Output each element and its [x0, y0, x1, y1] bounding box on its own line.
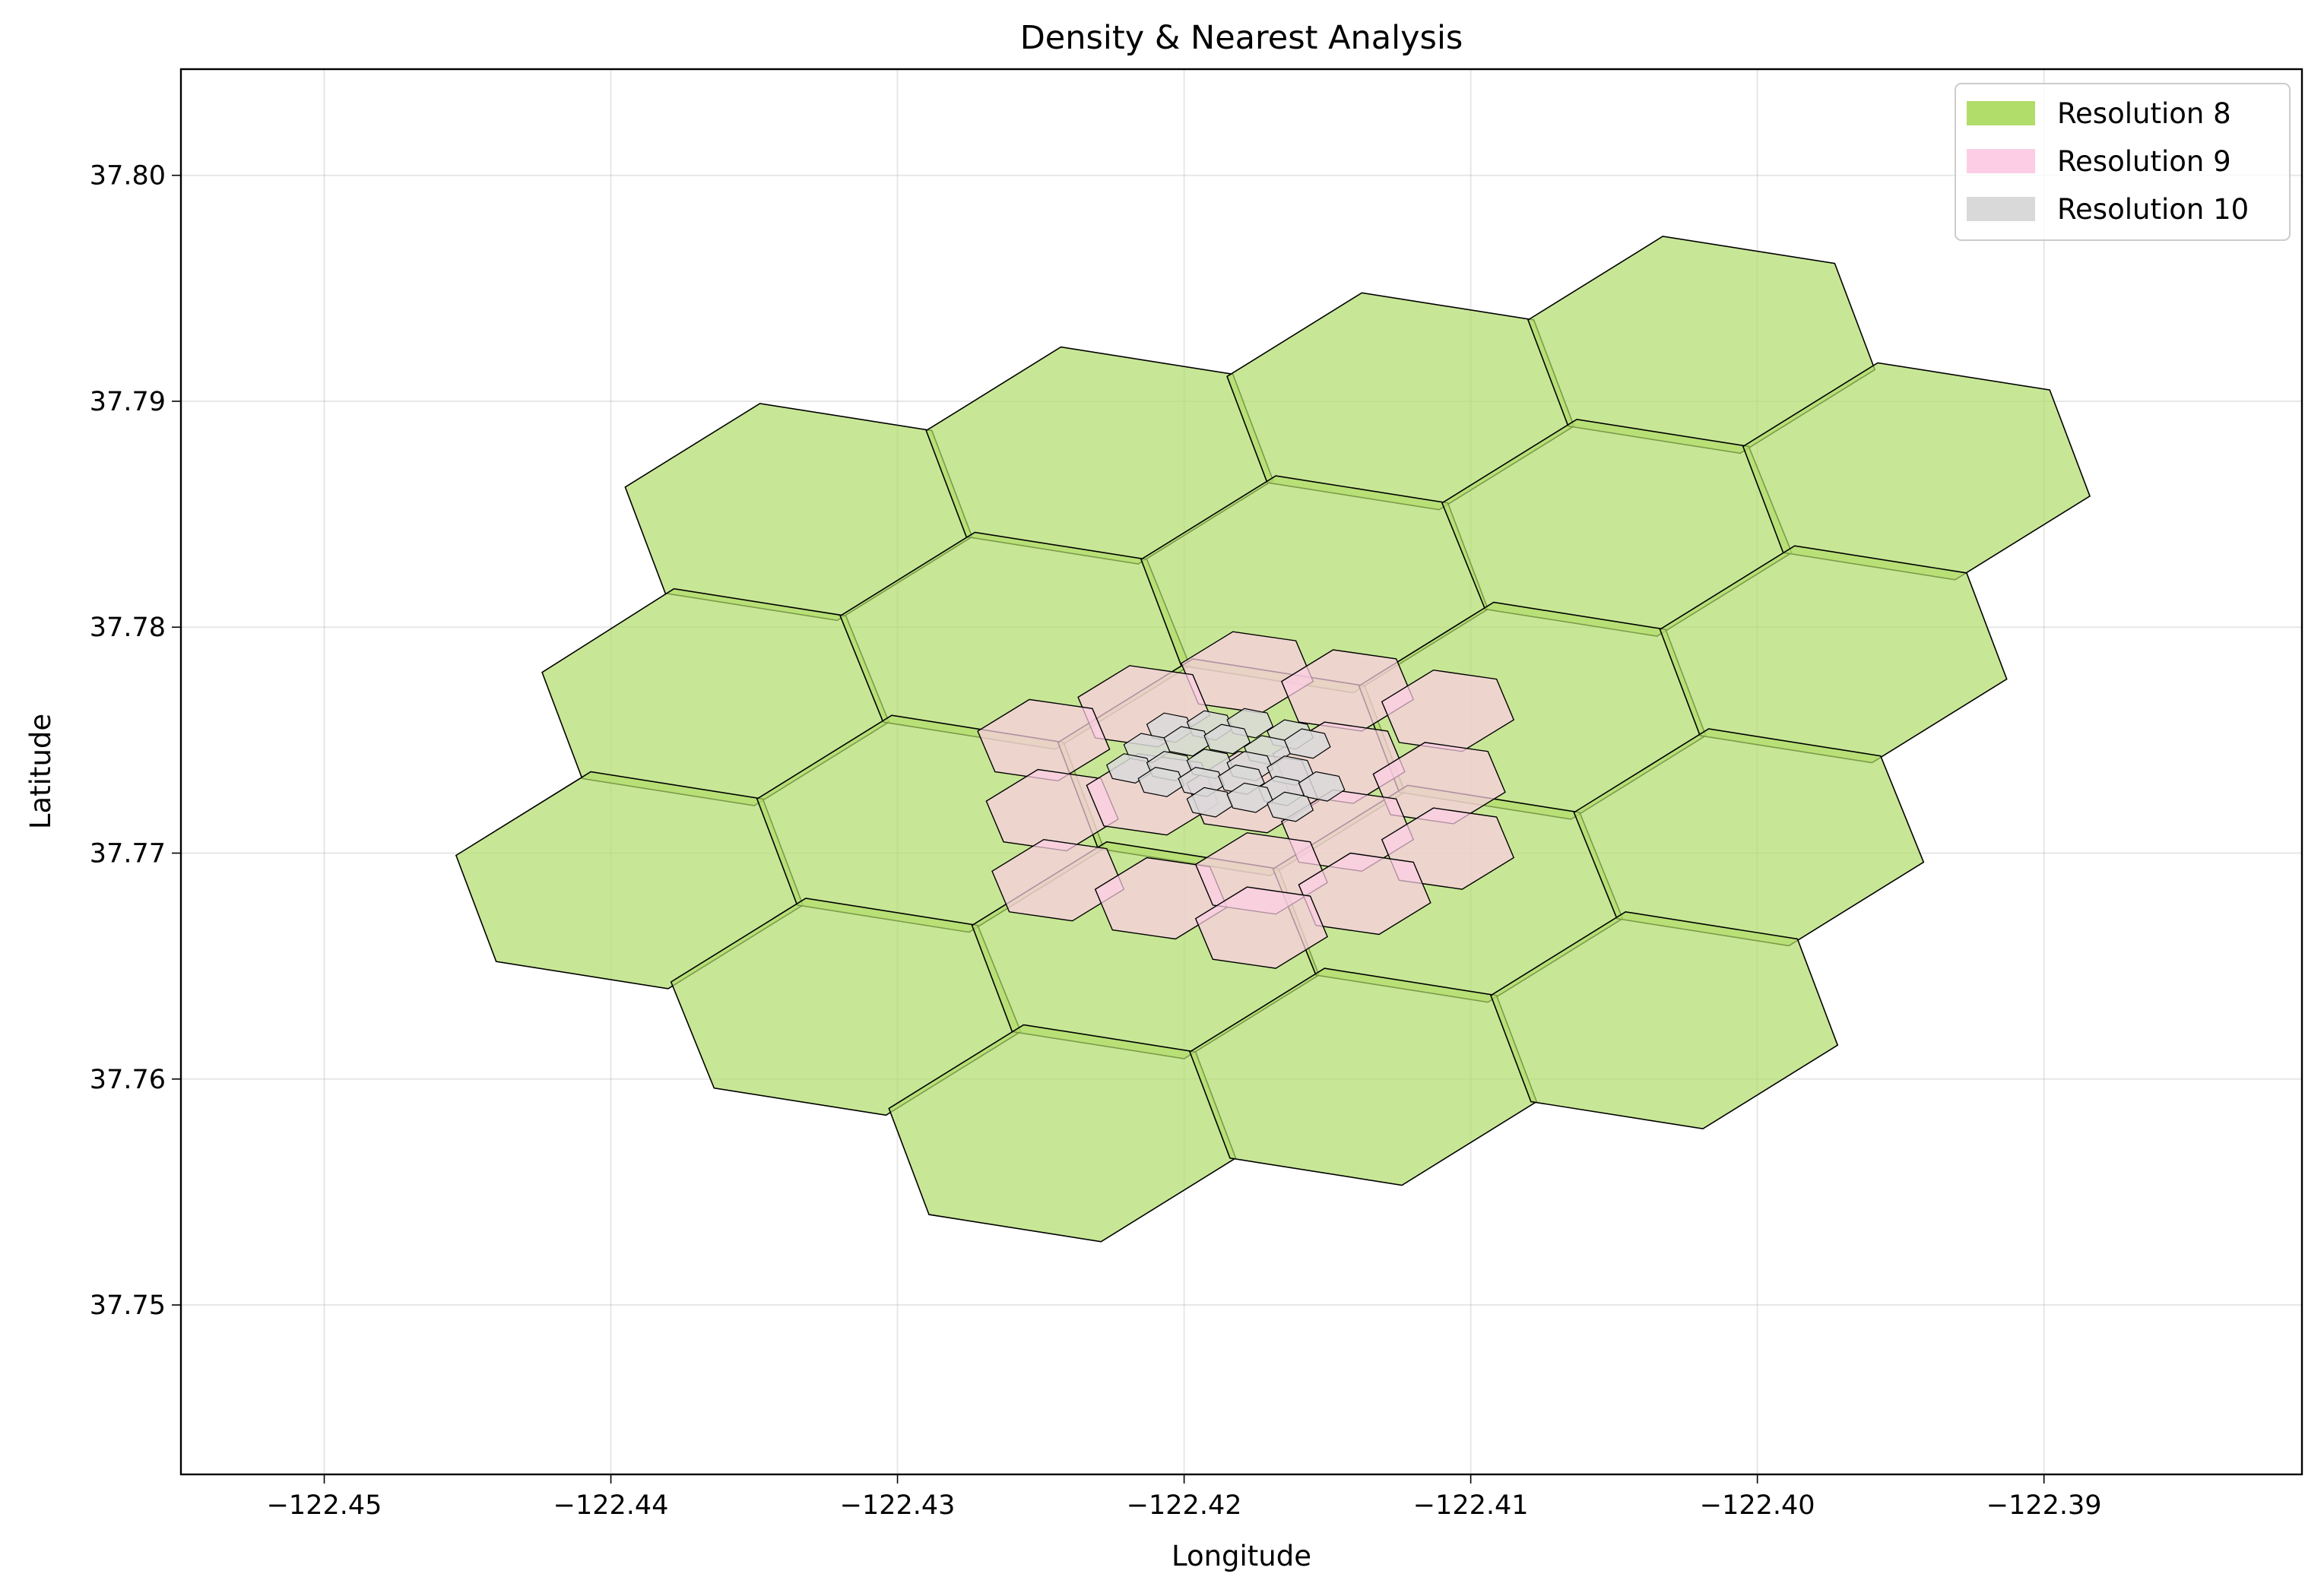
- y-axis-label: Latitude: [24, 714, 57, 829]
- hexagon-cell: [1381, 669, 1515, 752]
- hexagon-cell: [1283, 728, 1331, 759]
- hexagon-layers: [455, 236, 2091, 1243]
- hexagon-cell: [1490, 910, 1839, 1130]
- axis-ticks: −122.45 −122.44 −122.43 −122.42 −122.41 −122.…: [90, 161, 2102, 1521]
- x-tick-label: −122.39: [1986, 1490, 2102, 1521]
- y-tick-label: 37.79: [90, 387, 166, 417]
- legend-swatch-resolution-9: [1967, 149, 2035, 173]
- hexagon-cell: [1203, 724, 1251, 755]
- y-tick-label: 37.77: [90, 839, 166, 869]
- legend-frame: [1955, 83, 2291, 241]
- legend-swatch-resolution-8: [1967, 101, 2035, 125]
- x-tick-label: −122.45: [267, 1490, 382, 1521]
- y-tick-label: 37.78: [90, 613, 166, 643]
- legend: Resolution 8 Resolution 9 Resolution 10: [1955, 83, 2291, 241]
- x-axis-label: Longitude: [1172, 1540, 1311, 1572]
- legend-label-resolution-8: Resolution 8: [2057, 97, 2231, 130]
- x-tick-label: −122.41: [1413, 1490, 1529, 1521]
- legend-label-resolution-9: Resolution 9: [2057, 145, 2231, 178]
- y-tick-label: 37.75: [90, 1290, 166, 1321]
- y-tick-label: 37.76: [90, 1065, 166, 1095]
- legend-label-resolution-10: Resolution 10: [2057, 193, 2249, 226]
- hexagon-cell: [1267, 791, 1314, 822]
- hex-layer-resolution-8: [455, 236, 2091, 1243]
- plot-frame: [179, 68, 2303, 1476]
- x-tick-label: −122.40: [1700, 1490, 1815, 1521]
- x-tick-label: −122.42: [1127, 1490, 1242, 1521]
- y-tick-label: 37.80: [90, 161, 166, 192]
- chart-title: Density & Nearest Analysis: [1020, 19, 1463, 57]
- hex-layer-resolution-10: [1106, 708, 1346, 822]
- hex-layer-resolution-9: [977, 631, 1515, 969]
- legend-swatch-resolution-10: [1967, 197, 2035, 221]
- x-tick-label: −122.43: [840, 1490, 956, 1521]
- x-tick-label: −122.44: [553, 1490, 669, 1521]
- hexagon-cell: [977, 698, 1111, 782]
- hexagon-cell: [1194, 886, 1328, 969]
